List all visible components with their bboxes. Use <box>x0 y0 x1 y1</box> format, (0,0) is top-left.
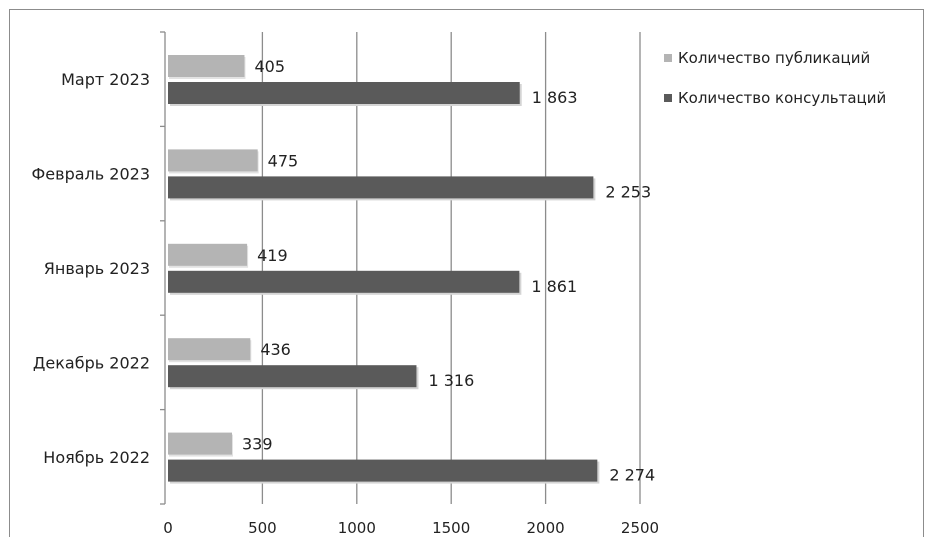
data-label: 405 <box>254 57 285 76</box>
legend-label: Количество консультаций <box>678 89 886 107</box>
bar-Количество консультаций <box>168 270 520 293</box>
bar-Количество публикаций <box>168 55 245 77</box>
legend-swatch <box>664 94 672 102</box>
bar-Количество консультаций <box>168 459 598 482</box>
data-label: 419 <box>257 246 288 265</box>
x-tick-label-500: 500 <box>248 519 277 537</box>
category-label: Январь 2023 <box>44 259 150 278</box>
data-label: 475 <box>268 151 299 170</box>
data-label: 339 <box>242 435 273 454</box>
data-label: 2 274 <box>609 466 655 485</box>
x-tick-label-1000: 1000 <box>338 519 376 537</box>
x-tick-label-2500: 2500 <box>621 519 659 537</box>
bar-Количество консультаций <box>168 365 417 388</box>
bar-Количество публикаций <box>168 149 258 172</box>
bar-Количество публикаций <box>168 243 248 266</box>
category-label: Март 2023 <box>61 70 150 89</box>
x-tick-label-2000: 2000 <box>527 519 565 537</box>
bar-Количество консультаций <box>168 176 594 199</box>
data-label: 2 253 <box>605 182 651 201</box>
category-label: Ноябрь 2022 <box>43 448 150 467</box>
data-label: 1 863 <box>532 88 578 107</box>
legend-label: Количество публикаций <box>678 49 870 67</box>
bar-Количество публикаций <box>168 432 233 455</box>
x-tick-label-0: 0 <box>163 519 173 537</box>
data-label: 436 <box>260 340 291 359</box>
legend-swatch <box>664 54 672 62</box>
data-label: 1 316 <box>428 371 474 390</box>
category-label: Февраль 2023 <box>32 165 150 184</box>
bar-Количество консультаций <box>168 82 520 104</box>
data-label: 1 861 <box>531 277 577 296</box>
category-label: Декабрь 2022 <box>33 353 150 372</box>
x-tick-label-1500: 1500 <box>432 519 470 537</box>
bar-Количество публикаций <box>168 338 251 361</box>
